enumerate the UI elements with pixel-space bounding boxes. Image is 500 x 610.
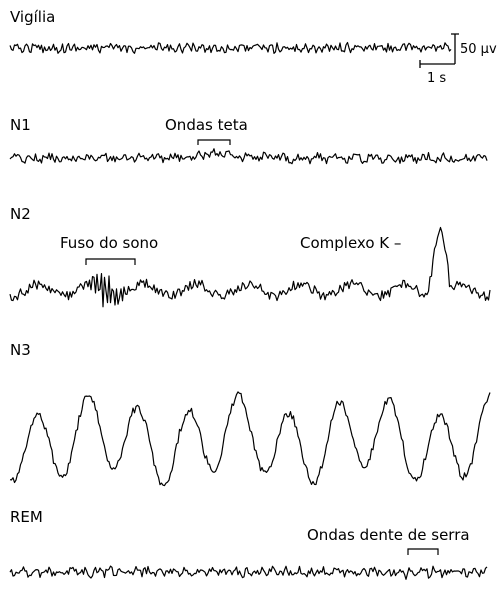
- trace-n3: [9, 391, 491, 487]
- stage-label-vigilia: Vigília: [10, 8, 56, 26]
- stage-label-n1: N1: [10, 116, 31, 134]
- stage-label-n2: N2: [10, 205, 31, 223]
- trace-rem: [9, 565, 488, 580]
- trace-n1: [9, 148, 488, 165]
- stage-label-rem: REM: [10, 508, 43, 526]
- theta-bracket: [197, 139, 231, 145]
- stage-label-n3: N3: [10, 341, 31, 359]
- k-complex-label: Complexo K –: [300, 234, 402, 252]
- time-scale-label: 1 s: [427, 71, 447, 86]
- spindle-bracket: [85, 258, 136, 265]
- sawtooth-waves-label: Ondas dente de serra: [307, 526, 470, 544]
- sawtooth-bracket: [407, 548, 439, 555]
- theta-waves-label: Ondas teta: [165, 116, 248, 134]
- trace-n2: [9, 226, 491, 308]
- sleep-spindle-label: Fuso do sono: [60, 234, 159, 252]
- amplitude-scale-label: 50 µv: [460, 42, 497, 57]
- scale-bar: [419, 33, 459, 68]
- trace-vigilia: [9, 41, 452, 54]
